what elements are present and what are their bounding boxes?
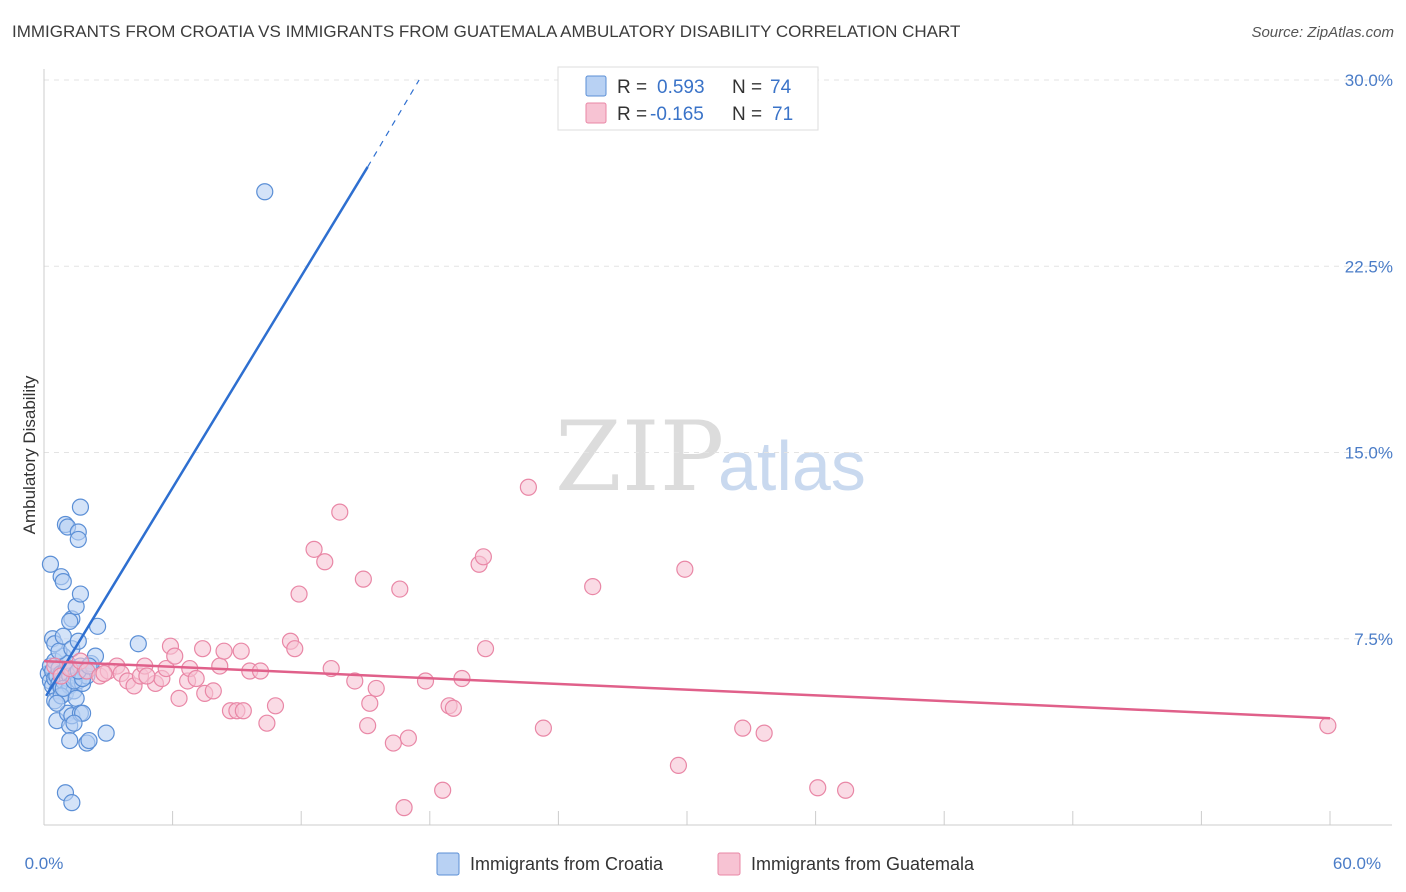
source-credit: Source: ZipAtlas.com xyxy=(1251,24,1394,41)
croatia-point xyxy=(63,794,81,812)
legend-swatch-guatemala xyxy=(585,102,607,124)
trend-line-guatemala xyxy=(43,659,1331,720)
legend-n-value-croatia: 74 xyxy=(770,77,792,98)
y-axis-label: Ambulatory Disability xyxy=(20,375,39,534)
guatemala-point xyxy=(215,642,233,660)
guatemala-point xyxy=(1319,717,1337,735)
trend-line-croatia-extension xyxy=(367,79,420,168)
croatia-point xyxy=(48,694,66,712)
croatia-point xyxy=(97,724,115,742)
guatemala-point xyxy=(157,659,175,678)
legend-swatch-croatia xyxy=(585,75,607,97)
guatemala-point xyxy=(474,548,492,566)
guatemala-point xyxy=(290,585,308,603)
croatia-point xyxy=(61,731,79,750)
legend-r-label-guatemala: R = xyxy=(617,104,647,125)
trend-lines xyxy=(43,79,1331,720)
guatemala-point xyxy=(837,781,855,799)
guatemala-point xyxy=(266,697,285,715)
guatemala-point xyxy=(444,699,462,717)
guatemala-point xyxy=(669,756,688,775)
x-axis-ticks xyxy=(43,811,1331,825)
guatemala-point xyxy=(170,689,188,707)
guatemala-point xyxy=(166,647,184,665)
guatemala-point xyxy=(416,672,435,690)
legend-n-value-guatemala: 71 xyxy=(772,104,793,125)
guatemala-point xyxy=(194,640,212,658)
legend-r-label-croatia: R = xyxy=(617,77,647,98)
legend-swatch-guatemala-bottom xyxy=(717,852,741,876)
guatemala-point xyxy=(809,779,827,797)
legend-n-label-guatemala: N = xyxy=(732,104,762,125)
guatemala-point xyxy=(346,672,364,690)
chart-title: IMMIGRANTS FROM CROATIA VS IMMIGRANTS FR… xyxy=(12,22,961,41)
y-tick-label: 7.5% xyxy=(1354,630,1393,649)
croatia-point xyxy=(256,183,274,201)
guatemala-point xyxy=(286,640,304,658)
watermark-zip: ZIP xyxy=(555,401,724,513)
guatemala-point xyxy=(258,714,276,732)
guatemala-point xyxy=(676,560,694,578)
legend-swatch-croatia-bottom xyxy=(436,852,460,876)
guatemala-point xyxy=(391,580,409,598)
watermark: ZIP atlas xyxy=(555,401,866,513)
y-axis-tick-labels: 7.5% 15.0% 22.5% 30.0% xyxy=(1345,71,1393,649)
guatemala-point xyxy=(234,702,252,720)
guatemala-point xyxy=(734,719,752,737)
guatemala-point xyxy=(534,719,552,737)
watermark-atlas: atlas xyxy=(718,427,866,505)
guatemala-point xyxy=(384,734,402,752)
guatemala-point xyxy=(367,679,385,698)
guatemala-point xyxy=(316,553,334,571)
croatia-point xyxy=(65,714,83,732)
y-tick-label: 30.0% xyxy=(1345,71,1393,90)
y-tick-label: 22.5% xyxy=(1345,257,1393,276)
x-tick-label-min: 0.0% xyxy=(25,854,64,873)
legend-label-guatemala: Immigrants from Guatemala xyxy=(751,854,975,874)
croatia-point xyxy=(54,573,72,591)
guatemala-point xyxy=(359,717,377,735)
legend-r-value-guatemala: -0.165 xyxy=(650,104,704,125)
guatemala-point xyxy=(361,694,379,712)
croatia-point xyxy=(69,530,87,549)
guatemala-point xyxy=(95,664,113,683)
series-guatemala-points xyxy=(46,478,1337,817)
guatemala-point xyxy=(399,729,417,747)
legend-r-value-croatia: 0.593 xyxy=(657,77,705,98)
croatia-point xyxy=(61,612,79,630)
guatemala-point xyxy=(755,724,773,742)
croatia-point xyxy=(41,555,60,573)
legend-n-label-croatia: N = xyxy=(732,77,762,98)
guatemala-point xyxy=(187,669,205,688)
croatia-point xyxy=(129,635,147,653)
croatia-point xyxy=(71,498,90,516)
gridlines xyxy=(44,79,1392,640)
croatia-point xyxy=(80,731,98,750)
guatemala-point xyxy=(354,570,372,588)
x-tick-label-max: 60.0% xyxy=(1333,854,1381,873)
legend-label-croatia: Immigrants from Croatia xyxy=(470,854,664,874)
guatemala-point xyxy=(232,642,250,660)
guatemala-point xyxy=(434,781,452,799)
guatemala-point xyxy=(476,640,495,658)
guatemala-point xyxy=(204,682,222,700)
guatemala-point xyxy=(211,657,229,675)
guatemala-point xyxy=(395,799,413,817)
x-axis-tick-labels: 0.0% 60.0% xyxy=(25,854,1381,873)
guatemala-point xyxy=(584,577,602,596)
guatemala-point xyxy=(138,667,156,685)
guatemala-point xyxy=(519,478,537,496)
correlation-legend: R = 0.593 N = 74 R = -0.165 N = 71 xyxy=(557,66,819,131)
trend-line-croatia xyxy=(45,166,369,697)
croatia-point xyxy=(71,585,90,603)
series-legend: Immigrants from Croatia Immigrants from … xyxy=(436,852,975,876)
y-tick-label: 15.0% xyxy=(1345,444,1393,463)
guatemala-point xyxy=(305,540,323,558)
guatemala-point xyxy=(331,503,349,521)
